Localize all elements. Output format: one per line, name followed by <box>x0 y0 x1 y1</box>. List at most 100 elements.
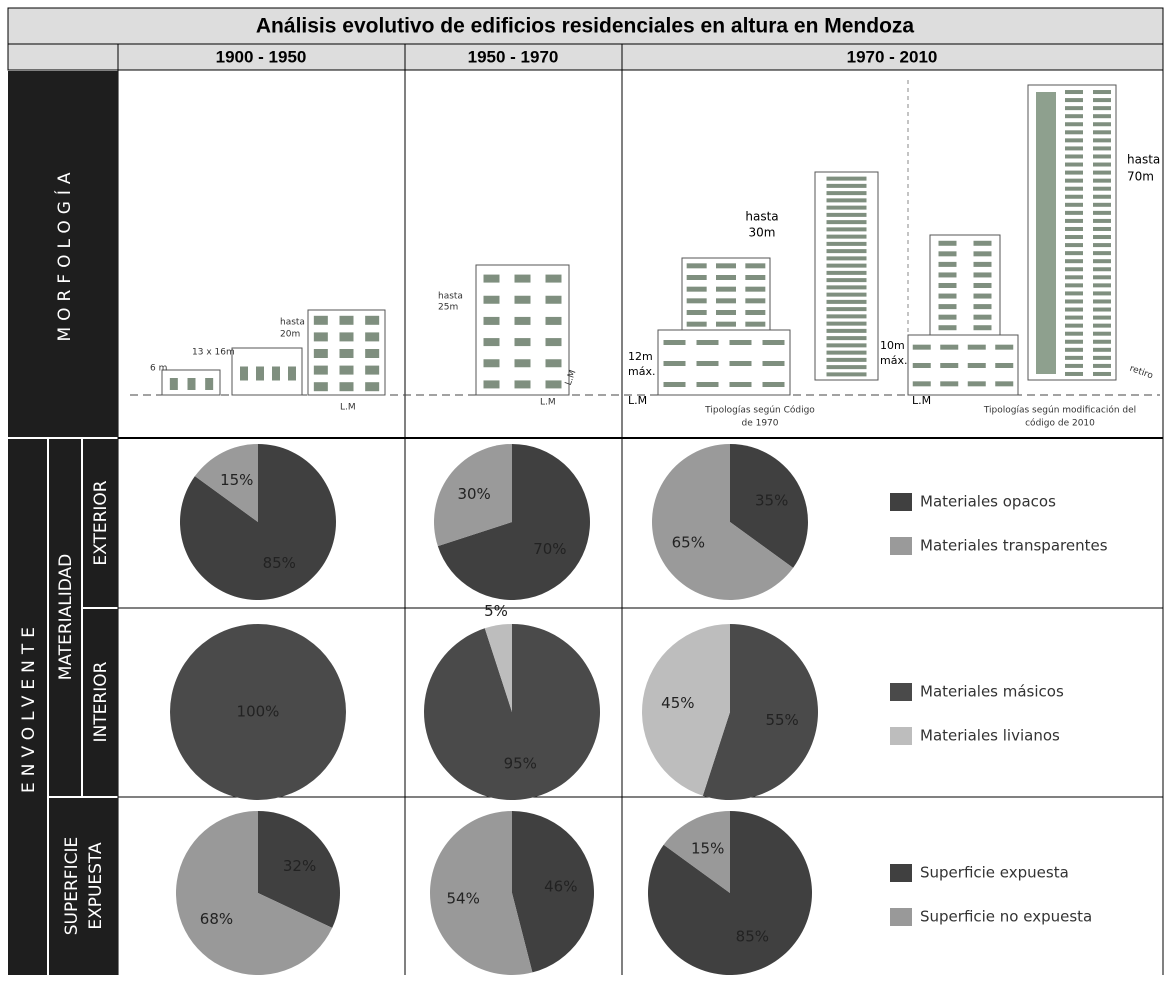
window <box>514 295 531 304</box>
window <box>1093 315 1111 320</box>
data-label: 65% <box>672 534 705 552</box>
window <box>339 349 354 358</box>
window <box>1093 291 1111 296</box>
window <box>826 357 867 362</box>
annotation: de 1970 <box>741 419 778 429</box>
annotation: 70m <box>1127 170 1154 184</box>
window <box>826 372 867 377</box>
pie-slice <box>437 444 590 600</box>
window <box>938 272 957 278</box>
window <box>973 261 992 267</box>
window <box>1065 178 1083 183</box>
window <box>339 365 354 375</box>
annotation: 13 x 16m <box>192 348 235 358</box>
annotation: Tipologías según modificación del <box>983 405 1136 416</box>
window <box>826 328 867 333</box>
data-label: 100% <box>237 703 280 721</box>
window <box>365 332 380 342</box>
window <box>1065 130 1083 135</box>
window <box>826 212 867 217</box>
window <box>545 295 562 304</box>
pie-slice <box>258 811 340 928</box>
legend-swatch <box>890 864 912 882</box>
window <box>187 378 196 390</box>
window <box>973 283 992 288</box>
window <box>169 378 178 390</box>
column-header: 1950 - 1970 <box>468 47 559 66</box>
window <box>973 240 992 246</box>
window <box>716 321 736 327</box>
window <box>826 314 867 319</box>
pie-slice <box>512 811 594 973</box>
legend-label: Materiales opacos <box>920 493 1056 511</box>
window <box>483 338 500 347</box>
window <box>729 340 752 345</box>
window <box>826 285 867 290</box>
window <box>973 251 992 257</box>
window <box>663 361 686 366</box>
window <box>826 365 867 370</box>
window <box>313 332 328 342</box>
window <box>545 380 562 389</box>
annotation: hasta <box>280 318 305 328</box>
window <box>967 344 986 350</box>
header-row <box>7 43 1164 71</box>
window <box>1093 299 1111 304</box>
window <box>716 263 736 269</box>
window <box>696 361 719 366</box>
data-label: 85% <box>736 927 769 945</box>
window <box>1065 138 1083 143</box>
data-label: 85% <box>263 554 296 572</box>
window <box>938 261 957 267</box>
window <box>514 274 531 283</box>
window <box>1093 323 1111 328</box>
pie-slice <box>170 624 346 800</box>
window <box>1065 146 1083 151</box>
window <box>1093 138 1111 143</box>
window <box>826 321 867 326</box>
annotation: retiro <box>1128 364 1155 382</box>
window <box>826 205 867 210</box>
window <box>716 310 736 315</box>
window <box>826 191 867 196</box>
legend-swatch <box>890 537 912 555</box>
window <box>240 366 248 381</box>
window <box>1093 275 1111 280</box>
window <box>1093 186 1111 191</box>
window <box>1065 162 1083 167</box>
window <box>1065 315 1083 320</box>
window <box>365 315 380 325</box>
window <box>826 292 867 297</box>
window <box>1093 210 1111 215</box>
window <box>1065 323 1083 328</box>
data-label: 5% <box>484 602 508 620</box>
title-cell <box>7 7 1164 45</box>
window <box>313 382 328 392</box>
data-label: 32% <box>283 857 316 875</box>
window <box>1065 371 1083 376</box>
window <box>826 343 867 348</box>
window <box>973 293 992 299</box>
window <box>256 366 264 381</box>
window <box>745 321 766 327</box>
window <box>995 381 1014 387</box>
window <box>973 314 992 320</box>
legend-label: Superficie expuesta <box>920 864 1069 882</box>
data-label: 95% <box>504 755 537 773</box>
legend-label: Superficie no expuesta <box>920 908 1092 926</box>
annotation: 10m <box>880 339 905 352</box>
window <box>1065 259 1083 264</box>
window <box>483 295 500 304</box>
window <box>205 378 214 390</box>
window <box>1093 307 1111 312</box>
window <box>938 293 957 299</box>
window <box>938 283 957 288</box>
window <box>729 382 752 387</box>
window <box>1093 114 1111 119</box>
label-cell <box>83 439 118 607</box>
window <box>1065 194 1083 199</box>
row-label: SUPERFICIE <box>62 837 82 935</box>
window <box>1065 251 1083 256</box>
window <box>1065 186 1083 191</box>
